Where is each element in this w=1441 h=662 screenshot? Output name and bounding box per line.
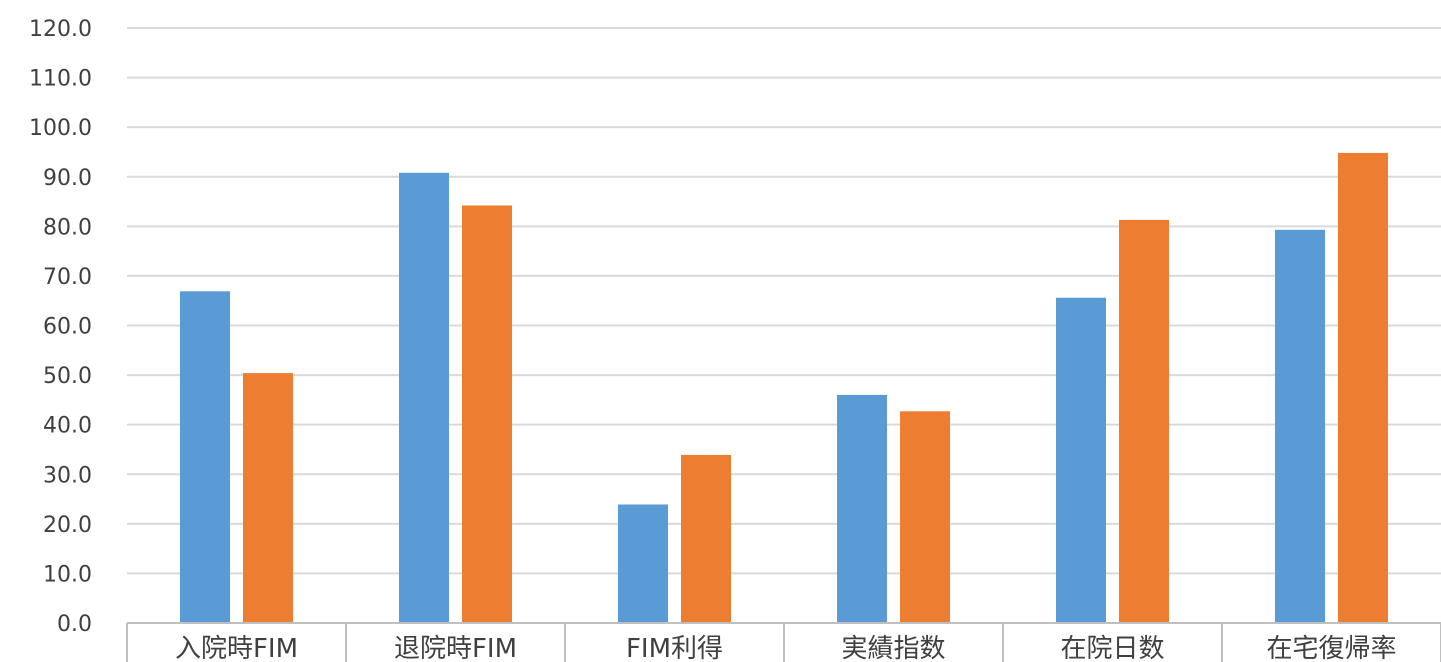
y-tick-label: 90.0 <box>43 166 92 191</box>
x-category-label: 入院時FIM <box>175 634 298 662</box>
bar-series-1-2 <box>399 172 449 624</box>
bar-series-1-1 <box>180 291 230 623</box>
y-tick-label: 50.0 <box>43 364 92 389</box>
bar-series-2-3 <box>681 454 731 623</box>
y-tick-label: 120.0 <box>29 17 92 42</box>
bar-series-2-4 <box>900 411 950 623</box>
bar-series-1-3 <box>618 504 668 623</box>
y-tick-label: 100.0 <box>29 116 92 141</box>
bar-series-2-6 <box>1338 152 1388 623</box>
y-tick-label: 40.0 <box>43 414 92 439</box>
x-axis <box>126 622 1441 662</box>
bar-series-1-6 <box>1275 229 1325 623</box>
x-axis-categories: 入院時FIM 退院時FIM FIM利得 実績指数 在院日数 在宅復帰率 <box>175 634 1397 662</box>
x-category-label: 退院時FIM <box>394 634 517 662</box>
x-category-label: 在宅復帰率 <box>1266 634 1396 662</box>
bar-series-2-5 <box>1119 219 1169 623</box>
y-tick-label: 70.0 <box>43 265 92 290</box>
y-tick-label: 0.0 <box>57 612 92 637</box>
y-tick-label: 10.0 <box>43 562 92 587</box>
bar-series-2-2 <box>462 205 512 623</box>
y-tick-label: 20.0 <box>43 513 92 538</box>
bar-series-1-4 <box>837 394 887 623</box>
y-tick-label: 80.0 <box>43 215 92 240</box>
bar-series-1-5 <box>1056 297 1106 623</box>
y-axis-ticks: 0.0 10.0 20.0 30.0 40.0 50.0 60.0 70.0 80.0 90.0 1… <box>29 17 92 637</box>
y-tick-label: 30.0 <box>43 463 92 488</box>
x-category-label: FIM利得 <box>626 634 723 662</box>
bar-series-2-1 <box>243 373 293 623</box>
gridlines <box>127 27 1441 575</box>
x-category-label: 在院日数 <box>1060 634 1164 662</box>
x-category-label: 実績指数 <box>841 634 945 662</box>
bars <box>180 152 1388 624</box>
y-tick-label: 110.0 <box>29 67 92 92</box>
y-tick-label: 60.0 <box>43 315 92 340</box>
